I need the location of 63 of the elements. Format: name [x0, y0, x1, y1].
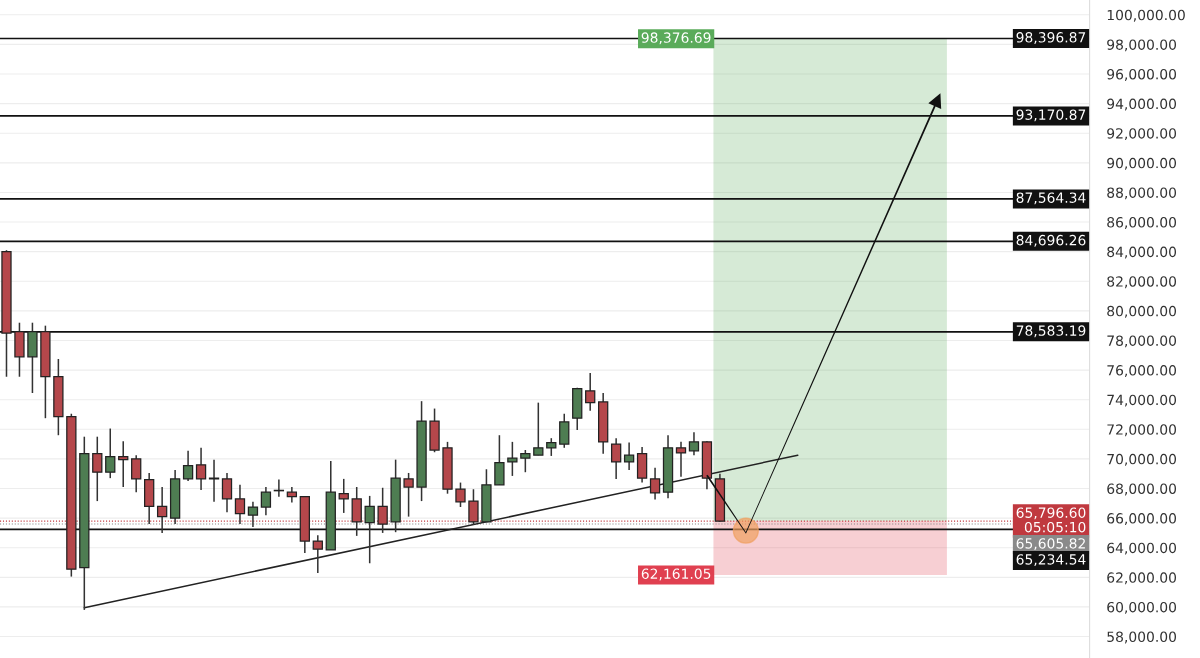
- band-label: 62,161.05: [641, 568, 711, 581]
- y-tick-label: 94,000.00: [1107, 98, 1177, 111]
- candlestick: [338, 478, 349, 514]
- band-label: 98,376.69: [641, 32, 711, 45]
- y-tick-label: 98,000.00: [1107, 39, 1177, 52]
- candlestick: [377, 486, 388, 534]
- candlestick: [260, 486, 272, 516]
- y-tick-label: 76,000.00: [1107, 365, 1177, 377]
- y-tick-label: 80,000.00: [1107, 305, 1177, 318]
- candlestick: [623, 441, 635, 471]
- candlestick: [221, 472, 233, 513]
- candlestick: [182, 449, 194, 482]
- candlestick: [468, 488, 479, 526]
- candlestick: [131, 454, 142, 493]
- ref-line-label: 87,564.34: [1016, 192, 1086, 205]
- candlestick: [364, 495, 375, 565]
- candlestick: [312, 534, 323, 574]
- candlestick: [156, 486, 168, 534]
- y-tick-label: 78,000.00: [1107, 335, 1177, 348]
- y-tick-label: 66,000.00: [1107, 513, 1177, 525]
- candlestick: [559, 412, 570, 449]
- y-tick-label: 74,000.00: [1107, 394, 1177, 407]
- candlestick: [585, 372, 596, 412]
- candlestick: [105, 427, 116, 479]
- y-tick-label: 96,000.00: [1107, 68, 1177, 81]
- candlestick: [688, 431, 700, 456]
- y-tick-label: 58,000.00: [1107, 631, 1177, 644]
- candlestick: [520, 449, 531, 473]
- candlestick: [247, 501, 259, 528]
- ref-line-label: 65,605.82: [1016, 538, 1085, 551]
- ref-line-label: 65,796.60 05:05:10: [1016, 507, 1086, 533]
- candlestick: [351, 486, 362, 537]
- candlestick: [455, 481, 466, 508]
- y-tick-label: 70,000.00: [1107, 453, 1177, 466]
- candlestick: [92, 435, 103, 502]
- y-tick-label: 90,000.00: [1107, 157, 1177, 170]
- candlestick: [118, 440, 129, 488]
- candlestick: [195, 447, 207, 491]
- y-tick-label: 82,000.00: [1107, 276, 1177, 289]
- ref-line-label: 93,170.87: [1016, 109, 1086, 122]
- ref-line-label: 78,583.19: [1016, 325, 1086, 338]
- ref-line-label: 84,696.26: [1016, 234, 1086, 247]
- candlestick: [649, 467, 661, 501]
- ref-line-label: 65,234.54: [1016, 554, 1086, 567]
- candlestick: [533, 401, 544, 456]
- candlestick: [675, 441, 687, 478]
- y-tick-label: 100,000.00: [1107, 9, 1185, 22]
- y-tick-label: 72,000.00: [1107, 424, 1177, 437]
- y-tick-label: 68,000.00: [1107, 483, 1177, 496]
- y-tick-label: 60,000.00: [1107, 601, 1177, 614]
- candlestick: [494, 434, 505, 486]
- candlestick: [208, 458, 220, 503]
- candlestick: [403, 472, 414, 518]
- y-tick-label: 62,000.00: [1107, 572, 1177, 585]
- y-tick-label: 84,000.00: [1107, 246, 1177, 259]
- y-tick-label: 86,000.00: [1107, 217, 1177, 229]
- ref-line-label: 98,396.87: [1016, 32, 1086, 44]
- y-tick-label: 92,000.00: [1107, 128, 1177, 141]
- y-tick-label: 88,000.00: [1107, 187, 1177, 200]
- y-tick-label: 64,000.00: [1107, 542, 1177, 555]
- candlestick: [234, 484, 246, 525]
- candlestick: [507, 441, 518, 477]
- candlestick: [610, 437, 622, 480]
